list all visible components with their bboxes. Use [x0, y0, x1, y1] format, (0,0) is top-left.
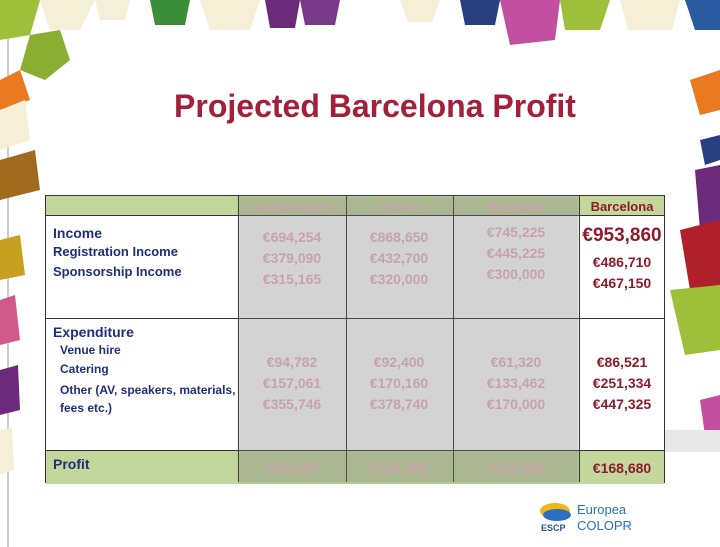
- cell-value: €379,090: [262, 250, 322, 266]
- cell-value: €86,521: [596, 354, 648, 370]
- row-label: Expenditure: [53, 324, 134, 340]
- cell-value: €170,000: [486, 396, 546, 412]
- logo-text: COLOPR: [577, 518, 632, 533]
- overlay: [238, 196, 579, 483]
- cell-value: €170,160: [369, 375, 429, 391]
- table: Copenhagen Vienna Belgrade Barcelona Income R…: [45, 195, 665, 484]
- cell-value: €92,400: [373, 354, 425, 370]
- cell-value: €168,680: [592, 460, 652, 476]
- cell-value: €300,000: [486, 266, 546, 282]
- column-border: [453, 196, 454, 482]
- cell-value: €251,334: [592, 375, 652, 391]
- column-header: Vienna: [377, 199, 421, 214]
- cell-value: €445,225: [486, 245, 546, 261]
- cell-value: €467,150: [592, 275, 652, 291]
- row-label: Sponsorship Income: [53, 264, 182, 279]
- cell-value: €694,254: [262, 229, 322, 245]
- cell-value: €953,860: [582, 225, 662, 246]
- row-label: Catering: [60, 362, 109, 376]
- cell-value: €378,740: [369, 396, 429, 412]
- cell-value: €157,061: [262, 375, 322, 391]
- cell-value: €320,000: [369, 271, 429, 287]
- expenditure-row: [46, 319, 664, 451]
- row-label: Other (AV, speakers, materials, fees etc…: [60, 383, 236, 415]
- logo-text: Europea: [577, 502, 627, 517]
- cell-value: €486,710: [592, 254, 652, 270]
- column-border: [346, 196, 347, 482]
- header-row: [46, 196, 664, 216]
- column-border: [579, 196, 580, 482]
- cell-value: €212,200: [486, 460, 546, 476]
- column-header: Belgrade: [488, 199, 544, 214]
- row-label: Registration Income: [53, 244, 178, 259]
- cell-value: €86.665: [266, 460, 318, 476]
- profit-row: [46, 451, 664, 484]
- column-header: Barcelona: [590, 199, 654, 214]
- income-row: [46, 216, 664, 319]
- cell-value: €61,320: [490, 354, 542, 370]
- cell-value: €447,325: [592, 396, 652, 412]
- row-label: Income: [53, 225, 103, 241]
- cell-value: €315,165: [262, 271, 322, 287]
- row-label: Venue hire: [60, 343, 121, 357]
- cell-value: €355,746: [262, 396, 322, 412]
- column-header: Copenhagen: [252, 199, 332, 214]
- column-border: [238, 196, 239, 482]
- logo-mark: ESCP: [541, 523, 566, 533]
- cell-value: €94,782: [266, 354, 318, 370]
- logo: ESCP Europea COLOPR: [540, 502, 632, 533]
- cell-value: €133,462: [486, 375, 546, 391]
- title: Projected Barcelona Profit: [174, 88, 576, 124]
- row-label: Profit: [53, 456, 90, 472]
- cell-value: €745,225: [486, 224, 546, 240]
- cell-value: €868,650: [369, 229, 429, 245]
- cell-value: €432,700: [369, 250, 429, 266]
- cell-value: €136.400: [369, 460, 429, 476]
